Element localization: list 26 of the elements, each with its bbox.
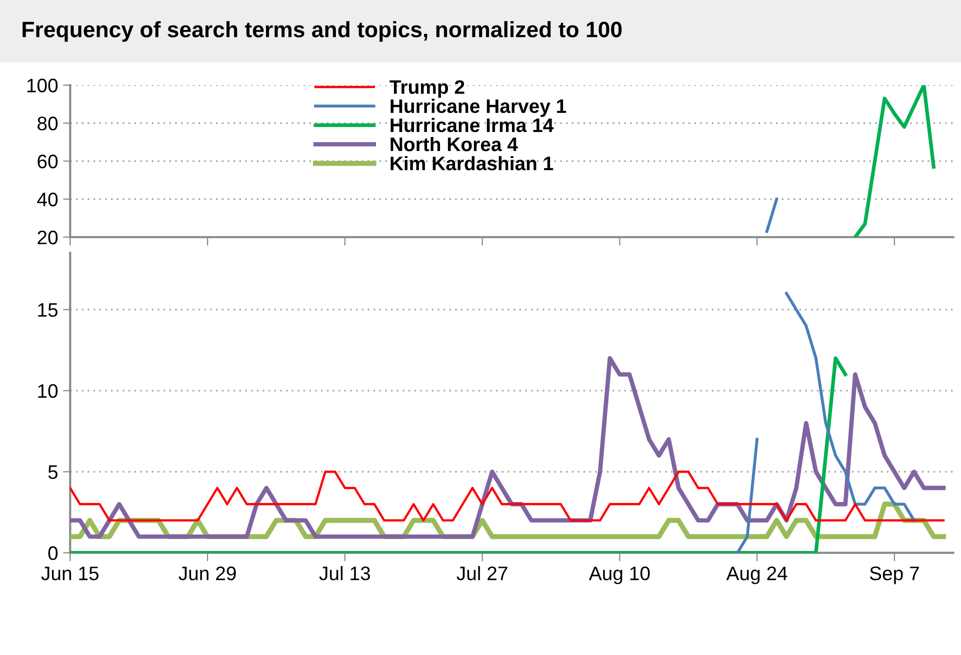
- y-tick-label: 80: [38, 116, 58, 130]
- legend-label: Trump 2: [390, 80, 464, 98]
- x-tick-label: Jul 13: [319, 566, 370, 580]
- line-series: [70, 356, 946, 539]
- y-tick-label: 100: [27, 78, 58, 92]
- x-tick-label: Sep 7: [870, 566, 919, 584]
- y-tick-label: 60: [38, 154, 58, 168]
- line-series: [70, 470, 945, 522]
- x-tick-label: Aug 10: [588, 566, 650, 584]
- y-tick-label: 5: [48, 465, 58, 479]
- legend-label: Kim Kardashian 1: [390, 156, 554, 170]
- y-tick-label: 40: [37, 192, 58, 206]
- legend-label: Hurricane Harvey 1: [390, 98, 566, 117]
- x-tick-label: Aug 24: [726, 566, 788, 584]
- legend-label: North Korea 4: [390, 136, 518, 152]
- x-tick-label: Jul 27: [456, 566, 508, 580]
- line-series: [853, 85, 936, 238]
- x-tick-label: Jun 29: [178, 566, 236, 580]
- y-tick-label: 15: [38, 303, 58, 317]
- legend-label: Hurricane Irma 14: [390, 118, 554, 132]
- y-tick-label: 20: [38, 230, 58, 244]
- y-tick-label: 10: [38, 384, 58, 398]
- y-tick-label: 0: [48, 546, 58, 560]
- x-tick-label: Jun 15: [41, 566, 99, 580]
- line-series: [70, 356, 848, 553]
- chart-title: Frequency of search terms and topics, normalized to 100: [22, 21, 622, 42]
